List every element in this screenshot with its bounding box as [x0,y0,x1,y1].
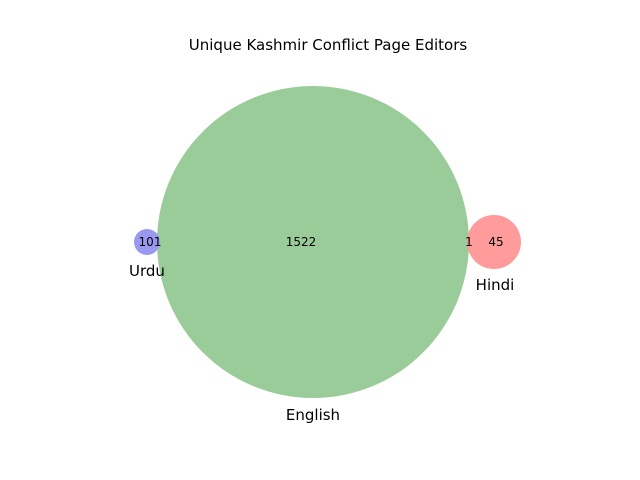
urdu-only-count: 101 [139,235,162,249]
english-only-count: 1522 [286,235,317,249]
urdu-label: Urdu [129,262,165,280]
english-hindi-overlap-count: 1 [465,235,473,249]
urdu-circle [134,229,160,255]
hindi-circle [467,215,521,269]
english-label: English [286,406,340,424]
hindi-only-count: 45 [488,235,503,249]
hindi-label: Hindi [476,276,515,294]
english-circle [157,86,469,398]
chart-title: Unique Kashmir Conflict Page Editors [189,36,468,54]
